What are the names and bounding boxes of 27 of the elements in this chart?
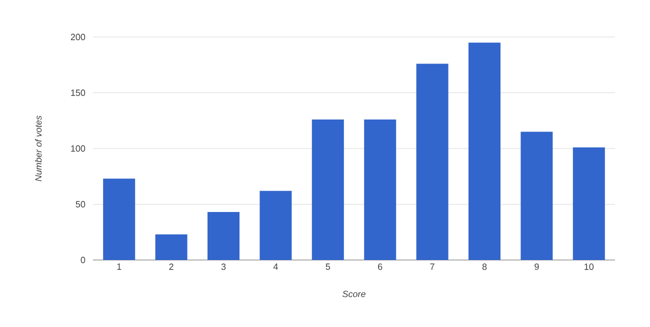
y-tick-label: 150 <box>71 90 86 96</box>
x-tick-label: 1 <box>117 264 122 270</box>
x-tick-label: 3 <box>221 264 226 270</box>
x-axis-title: Score <box>342 290 366 298</box>
x-tick-label: 10 <box>584 264 594 270</box>
y-axis-title: Number of votes <box>34 116 42 182</box>
x-tick-label: 5 <box>326 264 330 270</box>
bar <box>416 64 448 260</box>
bar <box>468 42 501 260</box>
bar <box>312 120 344 260</box>
bar <box>520 132 553 260</box>
y-tick-label: 200 <box>70 34 86 40</box>
bar <box>572 147 605 260</box>
bar <box>208 212 240 260</box>
y-tick-label: 50 <box>76 201 86 208</box>
x-tick-label: 4 <box>273 264 278 270</box>
x-tick-label: 6 <box>378 264 382 270</box>
bar <box>364 120 396 260</box>
bar <box>260 190 292 260</box>
y-tick-label: 100 <box>71 145 86 152</box>
y-tick-label: 0 <box>80 256 86 264</box>
bar <box>155 234 188 260</box>
x-tick-label: 8 <box>482 264 487 270</box>
x-tick-label: 2 <box>169 264 174 270</box>
x-tick-label: 9 <box>534 264 539 270</box>
bar <box>103 178 136 260</box>
x-tick-label: 7 <box>430 264 434 270</box>
